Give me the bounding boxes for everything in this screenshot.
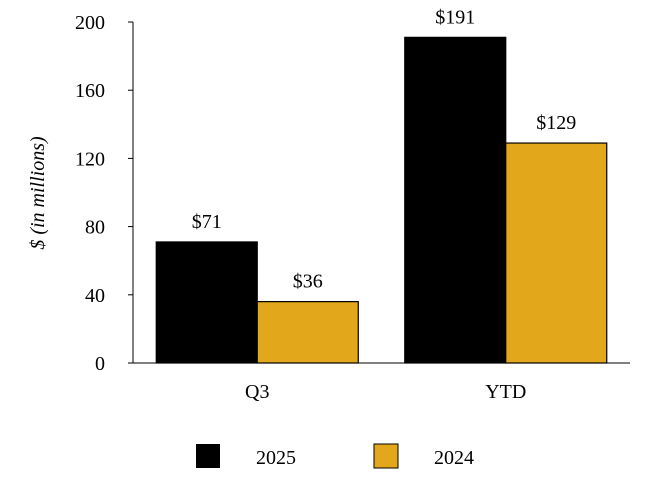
- legend-swatch-2024: [373, 443, 399, 469]
- bar-2024-q3: [256, 301, 359, 364]
- data-label-2025-q3: $71: [192, 211, 222, 233]
- legend-swatch-2025: [196, 444, 220, 468]
- y-tick-label: 80: [85, 217, 105, 239]
- data-label-2024-q3: $36: [293, 271, 323, 293]
- y-axis-label: $ (in millions): [27, 136, 49, 250]
- y-tick-label: 160: [75, 80, 105, 102]
- legend-label-2024: 2024: [434, 447, 474, 469]
- y-tick-label: 0: [95, 353, 105, 375]
- bar-2025-q3: [155, 241, 258, 364]
- bar-2025-ytd: [404, 36, 507, 364]
- data-labels-group: $71 $36 $191 $129: [192, 6, 577, 292]
- legend-label-2025: 2025: [256, 447, 296, 469]
- bar-2024-ytd: [505, 142, 608, 364]
- legend: 2025 2024: [196, 443, 474, 469]
- y-tick-label: 200: [75, 12, 105, 34]
- bars-group: [155, 36, 608, 364]
- y-tick-label: 40: [85, 285, 105, 307]
- x-category-label: YTD: [485, 381, 526, 403]
- y-axis: 0 40 80 120 160 200: [75, 12, 134, 375]
- data-label-2024-ytd: $129: [536, 112, 576, 134]
- y-tick-label: 120: [75, 148, 105, 170]
- x-category-label: Q3: [245, 381, 269, 403]
- data-label-2025-ytd: $191: [435, 6, 475, 28]
- x-axis: Q3 YTD: [133, 362, 630, 403]
